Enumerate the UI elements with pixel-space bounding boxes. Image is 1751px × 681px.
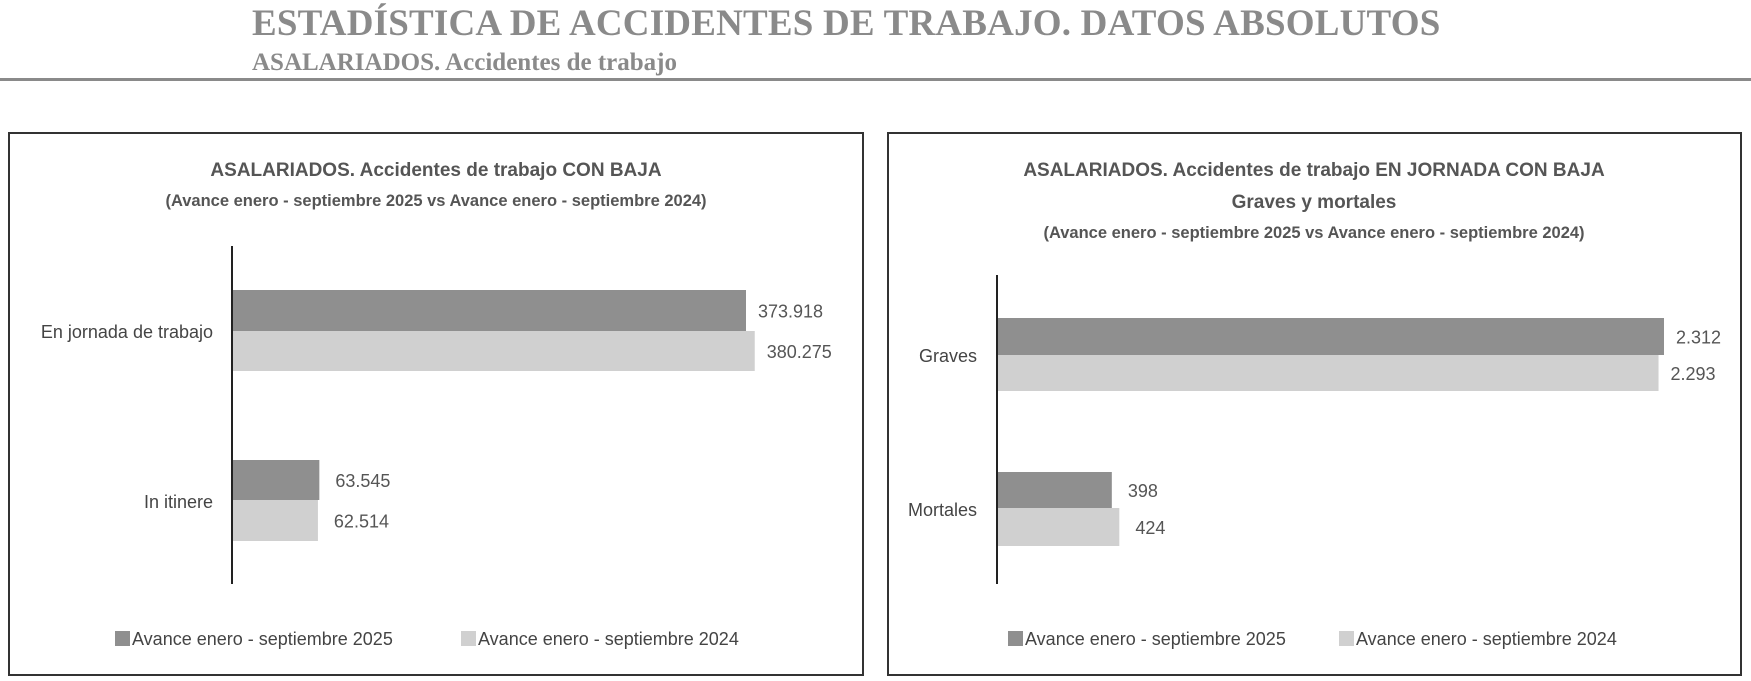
category-label: En jornada de trabajo [41,322,213,342]
page-subtitle: ASALARIADOS. Accidentes de trabajo [252,49,677,76]
chart-frame [887,132,1742,676]
data-label: 63.545 [335,471,390,491]
category-label: Mortales [908,500,977,520]
header-divider [0,78,1751,81]
category-label: Graves [919,346,977,366]
legend-swatch-2024 [1339,631,1354,646]
bar-2025 [232,290,746,331]
bar-2025 [997,318,1664,355]
chart-title: ASALARIADOS. Accidentes de trabajo CON B… [210,160,661,181]
page-title: ESTADÍSTICA DE ACCIDENTES DE TRABAJO. DA… [252,3,1441,44]
legend-label: Avance enero - septiembre 2024 [1356,629,1617,649]
legend-swatch-2025 [115,631,130,646]
data-label: 373.918 [758,302,823,322]
chart-subtitle: Graves y mortales [1232,192,1397,213]
data-label: 380.275 [767,342,832,362]
bar-2025 [997,472,1112,508]
bar-2024 [997,508,1120,546]
legend-label: Avance enero - septiembre 2025 [132,629,393,649]
data-label: 2.293 [1671,364,1716,384]
chart-subtitle: (Avance enero - septiembre 2025 vs Avanc… [165,192,706,210]
category-label: In itinere [144,492,213,512]
legend-label: Avance enero - septiembre 2025 [1025,629,1286,649]
chart-title: ASALARIADOS. Accidentes de trabajo EN JO… [1023,160,1605,181]
legend-swatch-2024 [461,631,476,646]
data-label: 398 [1128,481,1158,501]
legend-swatch-2025 [1008,631,1023,646]
data-label: 2.312 [1676,328,1721,348]
bar-2024 [232,500,318,541]
chart-subtitle-period: (Avance enero - septiembre 2025 vs Avanc… [1043,224,1584,242]
bar-2024 [232,331,755,371]
chart-frame [8,132,864,676]
legend-label: Avance enero - septiembre 2024 [478,629,739,649]
data-label: 62.514 [334,512,389,532]
bar-2024 [997,355,1659,391]
bar-2025 [232,460,320,500]
data-label: 424 [1135,518,1165,538]
